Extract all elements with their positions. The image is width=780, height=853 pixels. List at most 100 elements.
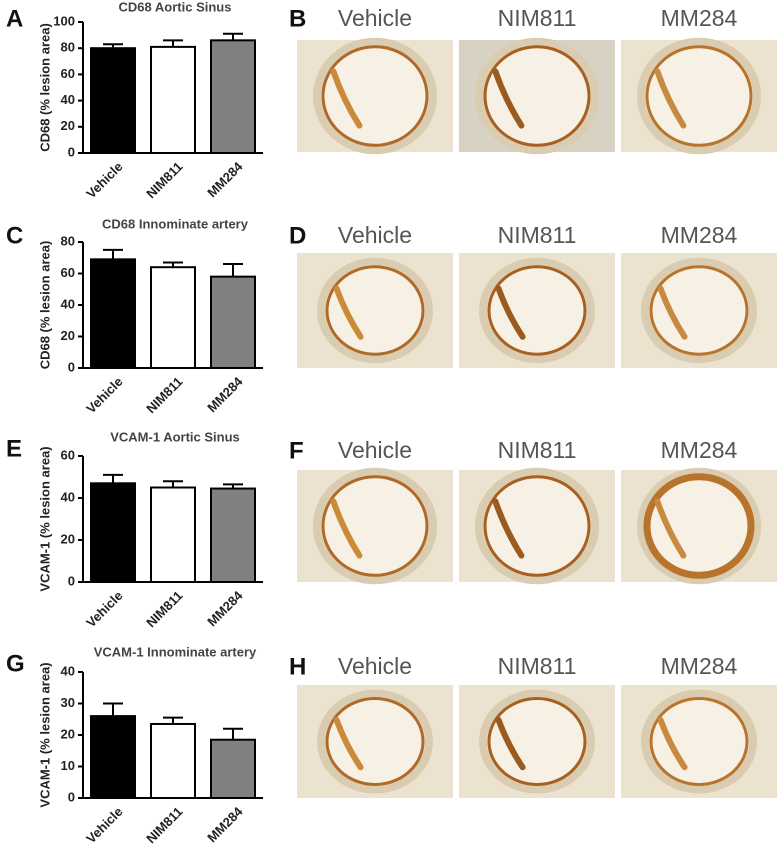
y-axis-label: CD68 (% lesion area) xyxy=(37,23,52,152)
bar xyxy=(210,39,256,155)
lumen xyxy=(321,475,429,577)
lumen xyxy=(325,265,425,356)
bar xyxy=(150,486,196,583)
y-tick-label: 100 xyxy=(53,13,75,28)
column-label: Vehicle xyxy=(338,222,412,248)
chart-title: VCAM-1 Aortic Sinus xyxy=(110,429,240,444)
x-tick-label: MM284 xyxy=(204,587,246,629)
stained-lesion xyxy=(657,717,688,771)
panel-label: D xyxy=(289,222,306,249)
stained-lesion xyxy=(654,68,687,129)
y-tick-label: 20 xyxy=(61,531,75,546)
tissue-wall xyxy=(317,257,433,364)
y-tick-label: 0 xyxy=(68,573,75,588)
tissue-wall xyxy=(317,689,433,794)
x-tick-label: NIM811 xyxy=(143,588,185,630)
lumen xyxy=(643,473,755,579)
x-tick-label: Vehicle xyxy=(83,159,125,201)
y-tick-label: 40 xyxy=(61,296,75,311)
lumen xyxy=(483,45,591,147)
panel-label: G xyxy=(6,650,25,677)
y-tick-label: 0 xyxy=(68,789,75,804)
bar xyxy=(90,47,136,155)
y-axis-label: CD68 (% lesion area) xyxy=(37,241,52,370)
stained-lesion xyxy=(333,717,364,771)
y-tick-label: 20 xyxy=(61,726,75,741)
bar xyxy=(90,715,136,799)
x-tick-label: NIM811 xyxy=(143,159,185,201)
column-label: NIM811 xyxy=(498,222,577,248)
tissue-wall xyxy=(313,467,437,585)
lumen xyxy=(325,697,425,786)
lumen xyxy=(321,45,429,147)
panel-label: B xyxy=(289,5,306,32)
column-label: Vehicle xyxy=(338,653,412,679)
column-label: NIM811 xyxy=(498,437,577,463)
column-label: MM284 xyxy=(661,653,738,679)
panel-label: E xyxy=(6,435,22,462)
tissue-wall xyxy=(641,689,757,794)
bar xyxy=(90,482,136,583)
tissue-wall xyxy=(479,257,595,364)
lumen xyxy=(649,265,749,356)
panel-label: C xyxy=(6,222,23,249)
lumen xyxy=(649,697,749,786)
x-tick-label: Vehicle xyxy=(83,588,125,630)
y-tick-label: 0 xyxy=(68,144,75,159)
y-tick-label: 80 xyxy=(61,40,75,55)
lumen xyxy=(487,697,587,786)
x-tick-label: Vehicle xyxy=(83,804,125,846)
tissue-wall xyxy=(475,37,599,155)
tissue-wall xyxy=(637,467,761,585)
x-tick-label: NIM811 xyxy=(143,374,185,416)
bar xyxy=(210,275,256,369)
stained-lesion xyxy=(333,285,364,340)
stained-lesion xyxy=(330,498,363,559)
chart-title: CD68 Innominate artery xyxy=(102,216,249,231)
tissue-wall xyxy=(479,689,595,794)
column-label: MM284 xyxy=(661,5,738,31)
panel-label: F xyxy=(289,437,304,464)
y-tick-label: 40 xyxy=(61,663,75,678)
stained-lesion xyxy=(495,285,526,340)
stained-lesion xyxy=(492,68,525,129)
x-tick-label: Vehicle xyxy=(83,374,125,416)
tissue-wall xyxy=(641,257,757,364)
y-axis-label: VCAM-1 (% lesion area) xyxy=(37,662,52,807)
tissue-wall xyxy=(313,37,437,155)
y-tick-label: 30 xyxy=(61,695,75,710)
y-tick-label: 40 xyxy=(61,92,75,107)
column-label: Vehicle xyxy=(338,437,412,463)
y-tick-label: 40 xyxy=(61,489,75,504)
column-label: Vehicle xyxy=(338,5,412,31)
column-label: NIM811 xyxy=(498,5,577,31)
x-tick-label: MM284 xyxy=(204,803,246,845)
column-label: MM284 xyxy=(661,222,738,248)
bar xyxy=(150,266,196,370)
y-tick-label: 20 xyxy=(61,328,75,343)
lumen xyxy=(483,475,591,577)
lumen xyxy=(645,45,753,147)
column-label: NIM811 xyxy=(498,653,577,679)
x-tick-label: MM284 xyxy=(204,158,246,200)
panel-label: A xyxy=(6,5,23,32)
lumen xyxy=(487,265,587,356)
stained-lesion xyxy=(657,285,688,340)
bar xyxy=(150,45,196,154)
column-label: MM284 xyxy=(661,437,738,463)
stained-lesion xyxy=(330,68,363,129)
panel-label: H xyxy=(289,653,306,680)
y-tick-label: 10 xyxy=(61,758,75,773)
tissue-wall xyxy=(637,37,761,155)
x-tick-label: NIM811 xyxy=(143,804,185,846)
chart-title: CD68 Aortic Sinus xyxy=(119,0,232,14)
y-tick-label: 60 xyxy=(61,447,75,462)
bar xyxy=(90,258,136,370)
y-tick-label: 80 xyxy=(61,233,75,248)
y-tick-label: 0 xyxy=(68,359,75,374)
chart-title: VCAM-1 Innominate artery xyxy=(94,644,257,659)
tissue-wall xyxy=(475,467,599,585)
y-tick-label: 60 xyxy=(61,265,75,280)
y-tick-label: 60 xyxy=(61,66,75,81)
